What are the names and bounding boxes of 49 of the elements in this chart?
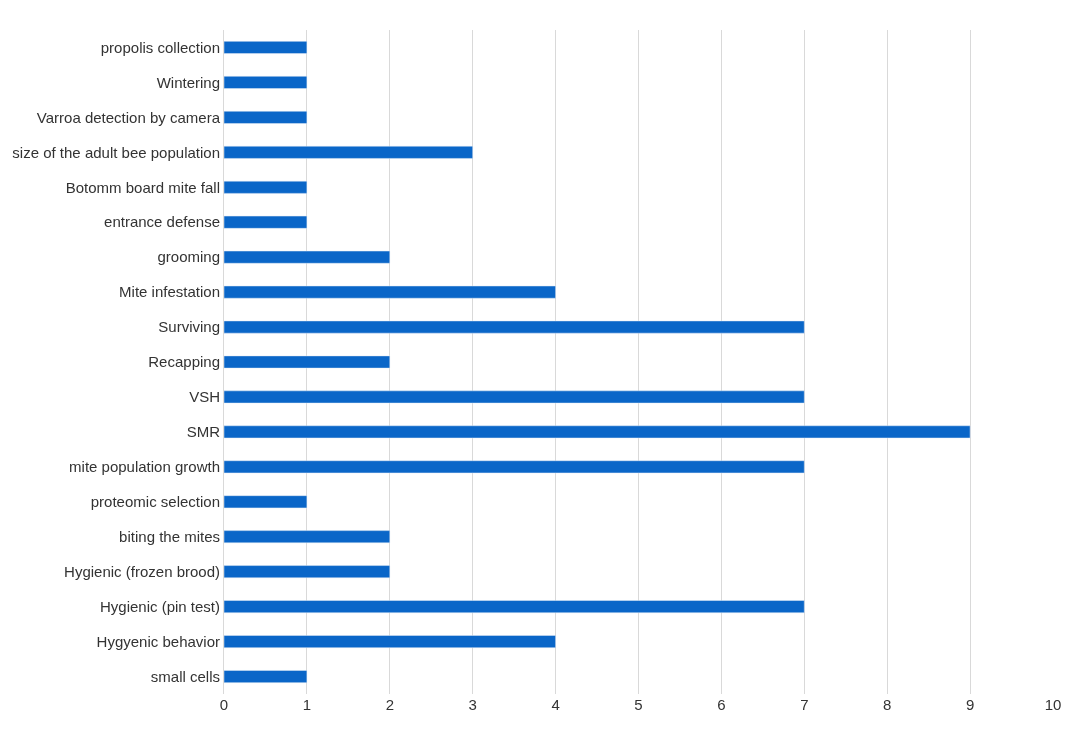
y-tick-label: propolis collection: [100, 38, 220, 56]
y-tick-label: Botomm board mite fall: [65, 178, 220, 196]
y-tick-label: SMR: [186, 423, 221, 441]
bar: [224, 180, 308, 194]
bar: [224, 250, 391, 264]
y-tick-label: Mite infestation: [119, 283, 220, 301]
bar: [224, 670, 308, 683]
y-tick-label: Recapping: [148, 353, 220, 371]
x-tick-label: 8: [883, 696, 892, 713]
bar: [224, 355, 391, 369]
y-tick-label: VSH: [189, 388, 220, 406]
y-tick-label: Hygienic (frozen brood): [64, 562, 220, 580]
bar: [224, 460, 805, 474]
bar: [224, 145, 473, 159]
bar: [224, 390, 805, 404]
bar: [224, 495, 308, 509]
y-tick-label: Hygienic (pin test): [99, 597, 220, 615]
y-tick-label: biting the mites: [119, 527, 220, 545]
bar: [224, 635, 556, 648]
y-tick-label: proteomic selection: [90, 493, 220, 511]
x-tick-label: 10: [1044, 696, 1062, 713]
bar: [224, 565, 391, 579]
bar: [224, 215, 308, 229]
x-tick-label: 1: [302, 696, 312, 713]
bar: [224, 425, 971, 439]
x-tick-label: 7: [800, 696, 809, 713]
x-tick-label: 4: [551, 696, 560, 713]
bar: [224, 41, 308, 54]
bar: [224, 600, 805, 613]
x-tick-label: 9: [965, 696, 975, 713]
y-tick-label: Hygyenic behavior: [96, 632, 220, 650]
y-tick-label: entrance defense: [104, 213, 220, 231]
x-tick-label: 6: [717, 696, 726, 713]
y-tick-label: Varroa detection by camera: [36, 108, 221, 126]
y-tick-label: grooming: [157, 248, 220, 266]
x-tick-label: 5: [634, 696, 643, 713]
y-tick-label: Surviving: [158, 318, 220, 336]
y-tick-label: Wintering: [156, 73, 220, 91]
x-tick-label: 2: [385, 696, 394, 713]
y-tick-label: mite population growth: [69, 458, 220, 476]
y-tick-label: small cells: [150, 667, 220, 685]
bar: [224, 111, 308, 124]
y-tick-label: size of the adult bee population: [12, 143, 220, 161]
bar: [224, 285, 556, 299]
bar: [224, 530, 391, 544]
x-tick-label: 0: [219, 696, 229, 713]
bar: [224, 76, 308, 89]
bar: [224, 320, 805, 334]
x-tick-label: 3: [468, 696, 477, 713]
